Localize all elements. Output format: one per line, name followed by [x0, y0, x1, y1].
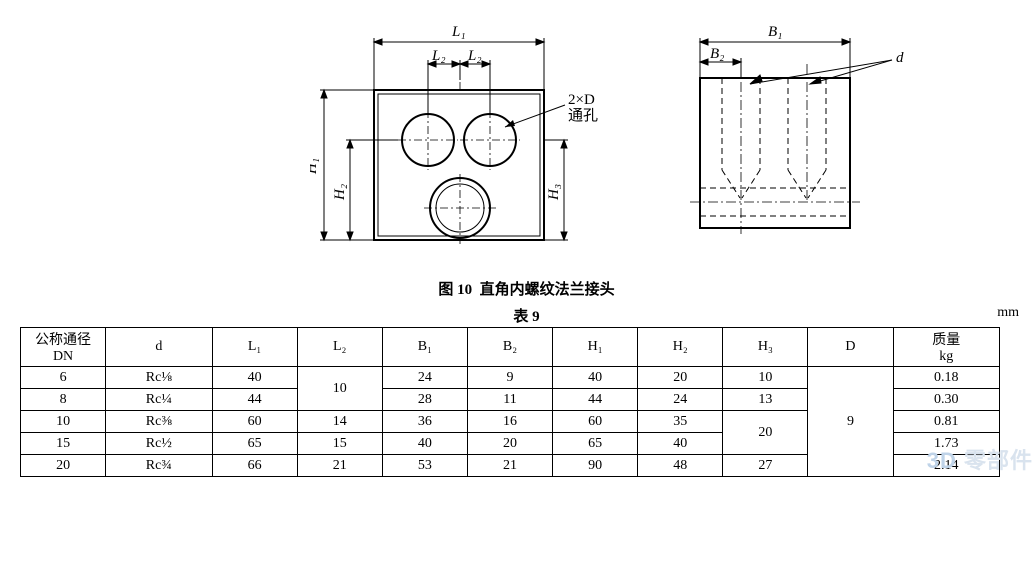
watermark-prefix: 3D	[927, 448, 957, 473]
side-view-svg: B₁ B₂ d	[660, 20, 940, 290]
cell: 21	[467, 455, 552, 477]
engineering-diagrams: L₁ L₂ L₂ 2×D 通孔 H₁ H₂ H₃	[10, 10, 1033, 290]
cell: 28	[382, 389, 467, 411]
cell: 10	[21, 411, 106, 433]
cell: 0.18	[893, 367, 999, 389]
watermark: 3D 零部件	[927, 443, 1033, 475]
cell: 20	[638, 367, 723, 389]
col-H3: H₃	[723, 328, 808, 367]
table-head: 公称通径 DN d L₁ L₂ B₁ B₂ H₁ H₂ H₃ D 质量 kg	[21, 328, 1000, 367]
table-title-row: 表 9 mm	[10, 305, 1033, 327]
cell: 15	[297, 433, 382, 455]
label-H2: H₂	[332, 184, 348, 201]
cell: Rc⅛	[106, 367, 212, 389]
label-L1: L₁	[451, 24, 466, 40]
cell: 15	[21, 433, 106, 455]
col-D: D	[808, 328, 893, 367]
label-L2b: L₂	[467, 48, 482, 64]
cell: 60	[212, 411, 297, 433]
cell: 44	[553, 389, 638, 411]
cell: 0.81	[893, 411, 999, 433]
col-B1: B₁	[382, 328, 467, 367]
col-L1: L₁	[212, 328, 297, 367]
cell: 40	[638, 433, 723, 455]
label-H3: H₃	[546, 184, 562, 201]
col-H1: H₁	[553, 328, 638, 367]
table-row: 6 Rc⅛ 40 10 24 9 40 20 10 9 0.18	[21, 367, 1000, 389]
cell: 44	[212, 389, 297, 411]
spec-table: 公称通径 DN d L₁ L₂ B₁ B₂ H₁ H₂ H₃ D 质量 kg 6…	[20, 327, 1000, 477]
cell: 0.30	[893, 389, 999, 411]
cell: 65	[553, 433, 638, 455]
cell: 20	[21, 455, 106, 477]
header-row: 公称通径 DN d L₁ L₂ B₁ B₂ H₁ H₂ H₃ D 质量 kg	[21, 328, 1000, 367]
cell: Rc½	[106, 433, 212, 455]
col-B2: B₂	[467, 328, 552, 367]
label-hole-note: 2×D	[568, 92, 595, 108]
unit-label: mm	[997, 305, 1019, 321]
cell-H3-span23: 20	[723, 411, 808, 455]
watermark-suffix: 零部件	[957, 448, 1033, 473]
col-H2: H₂	[638, 328, 723, 367]
cell: 6	[21, 367, 106, 389]
label-H1: H₁	[310, 158, 320, 175]
cell: 66	[212, 455, 297, 477]
cell: Rc⅜	[106, 411, 212, 433]
cell: 8	[21, 389, 106, 411]
cell: 24	[638, 389, 723, 411]
col-L2: L₂	[297, 328, 382, 367]
col-dn: 公称通径 DN	[21, 328, 106, 367]
cell: 27	[723, 455, 808, 477]
col-mass: 质量 kg	[893, 328, 999, 367]
label-B2: B₂	[710, 46, 724, 62]
page-root: { "figure": { "caption_prefix": "图 10", …	[10, 10, 1033, 477]
cell: 35	[638, 411, 723, 433]
cell: 40	[553, 367, 638, 389]
table-body: 6 Rc⅛ 40 10 24 9 40 20 10 9 0.18 8 Rc¼ 4…	[21, 367, 1000, 477]
col-d: d	[106, 328, 212, 367]
cell: 14	[297, 411, 382, 433]
cell: Rc¾	[106, 455, 212, 477]
cell: 13	[723, 389, 808, 411]
cell: 10	[723, 367, 808, 389]
cell: 16	[467, 411, 552, 433]
cell: 40	[212, 367, 297, 389]
label-L2a: L₂	[431, 48, 446, 64]
label-d: d	[896, 50, 904, 66]
cell: 40	[382, 433, 467, 455]
cell: 53	[382, 455, 467, 477]
cell: 48	[638, 455, 723, 477]
label-B1: B₁	[768, 24, 782, 40]
table-title: 表 9	[10, 305, 1033, 326]
label-through: 通孔	[568, 107, 598, 124]
cell: 11	[467, 389, 552, 411]
cell: 36	[382, 411, 467, 433]
cell: Rc¼	[106, 389, 212, 411]
cell: 20	[467, 433, 552, 455]
cell: 9	[467, 367, 552, 389]
cell-D-span: 9	[808, 367, 893, 477]
cell-L2-span01: 10	[297, 367, 382, 411]
cell: 60	[553, 411, 638, 433]
cell: 90	[553, 455, 638, 477]
cell: 24	[382, 367, 467, 389]
cell: 65	[212, 433, 297, 455]
front-view-svg: L₁ L₂ L₂ 2×D 通孔 H₁ H₂ H₃	[310, 20, 610, 290]
cell: 21	[297, 455, 382, 477]
